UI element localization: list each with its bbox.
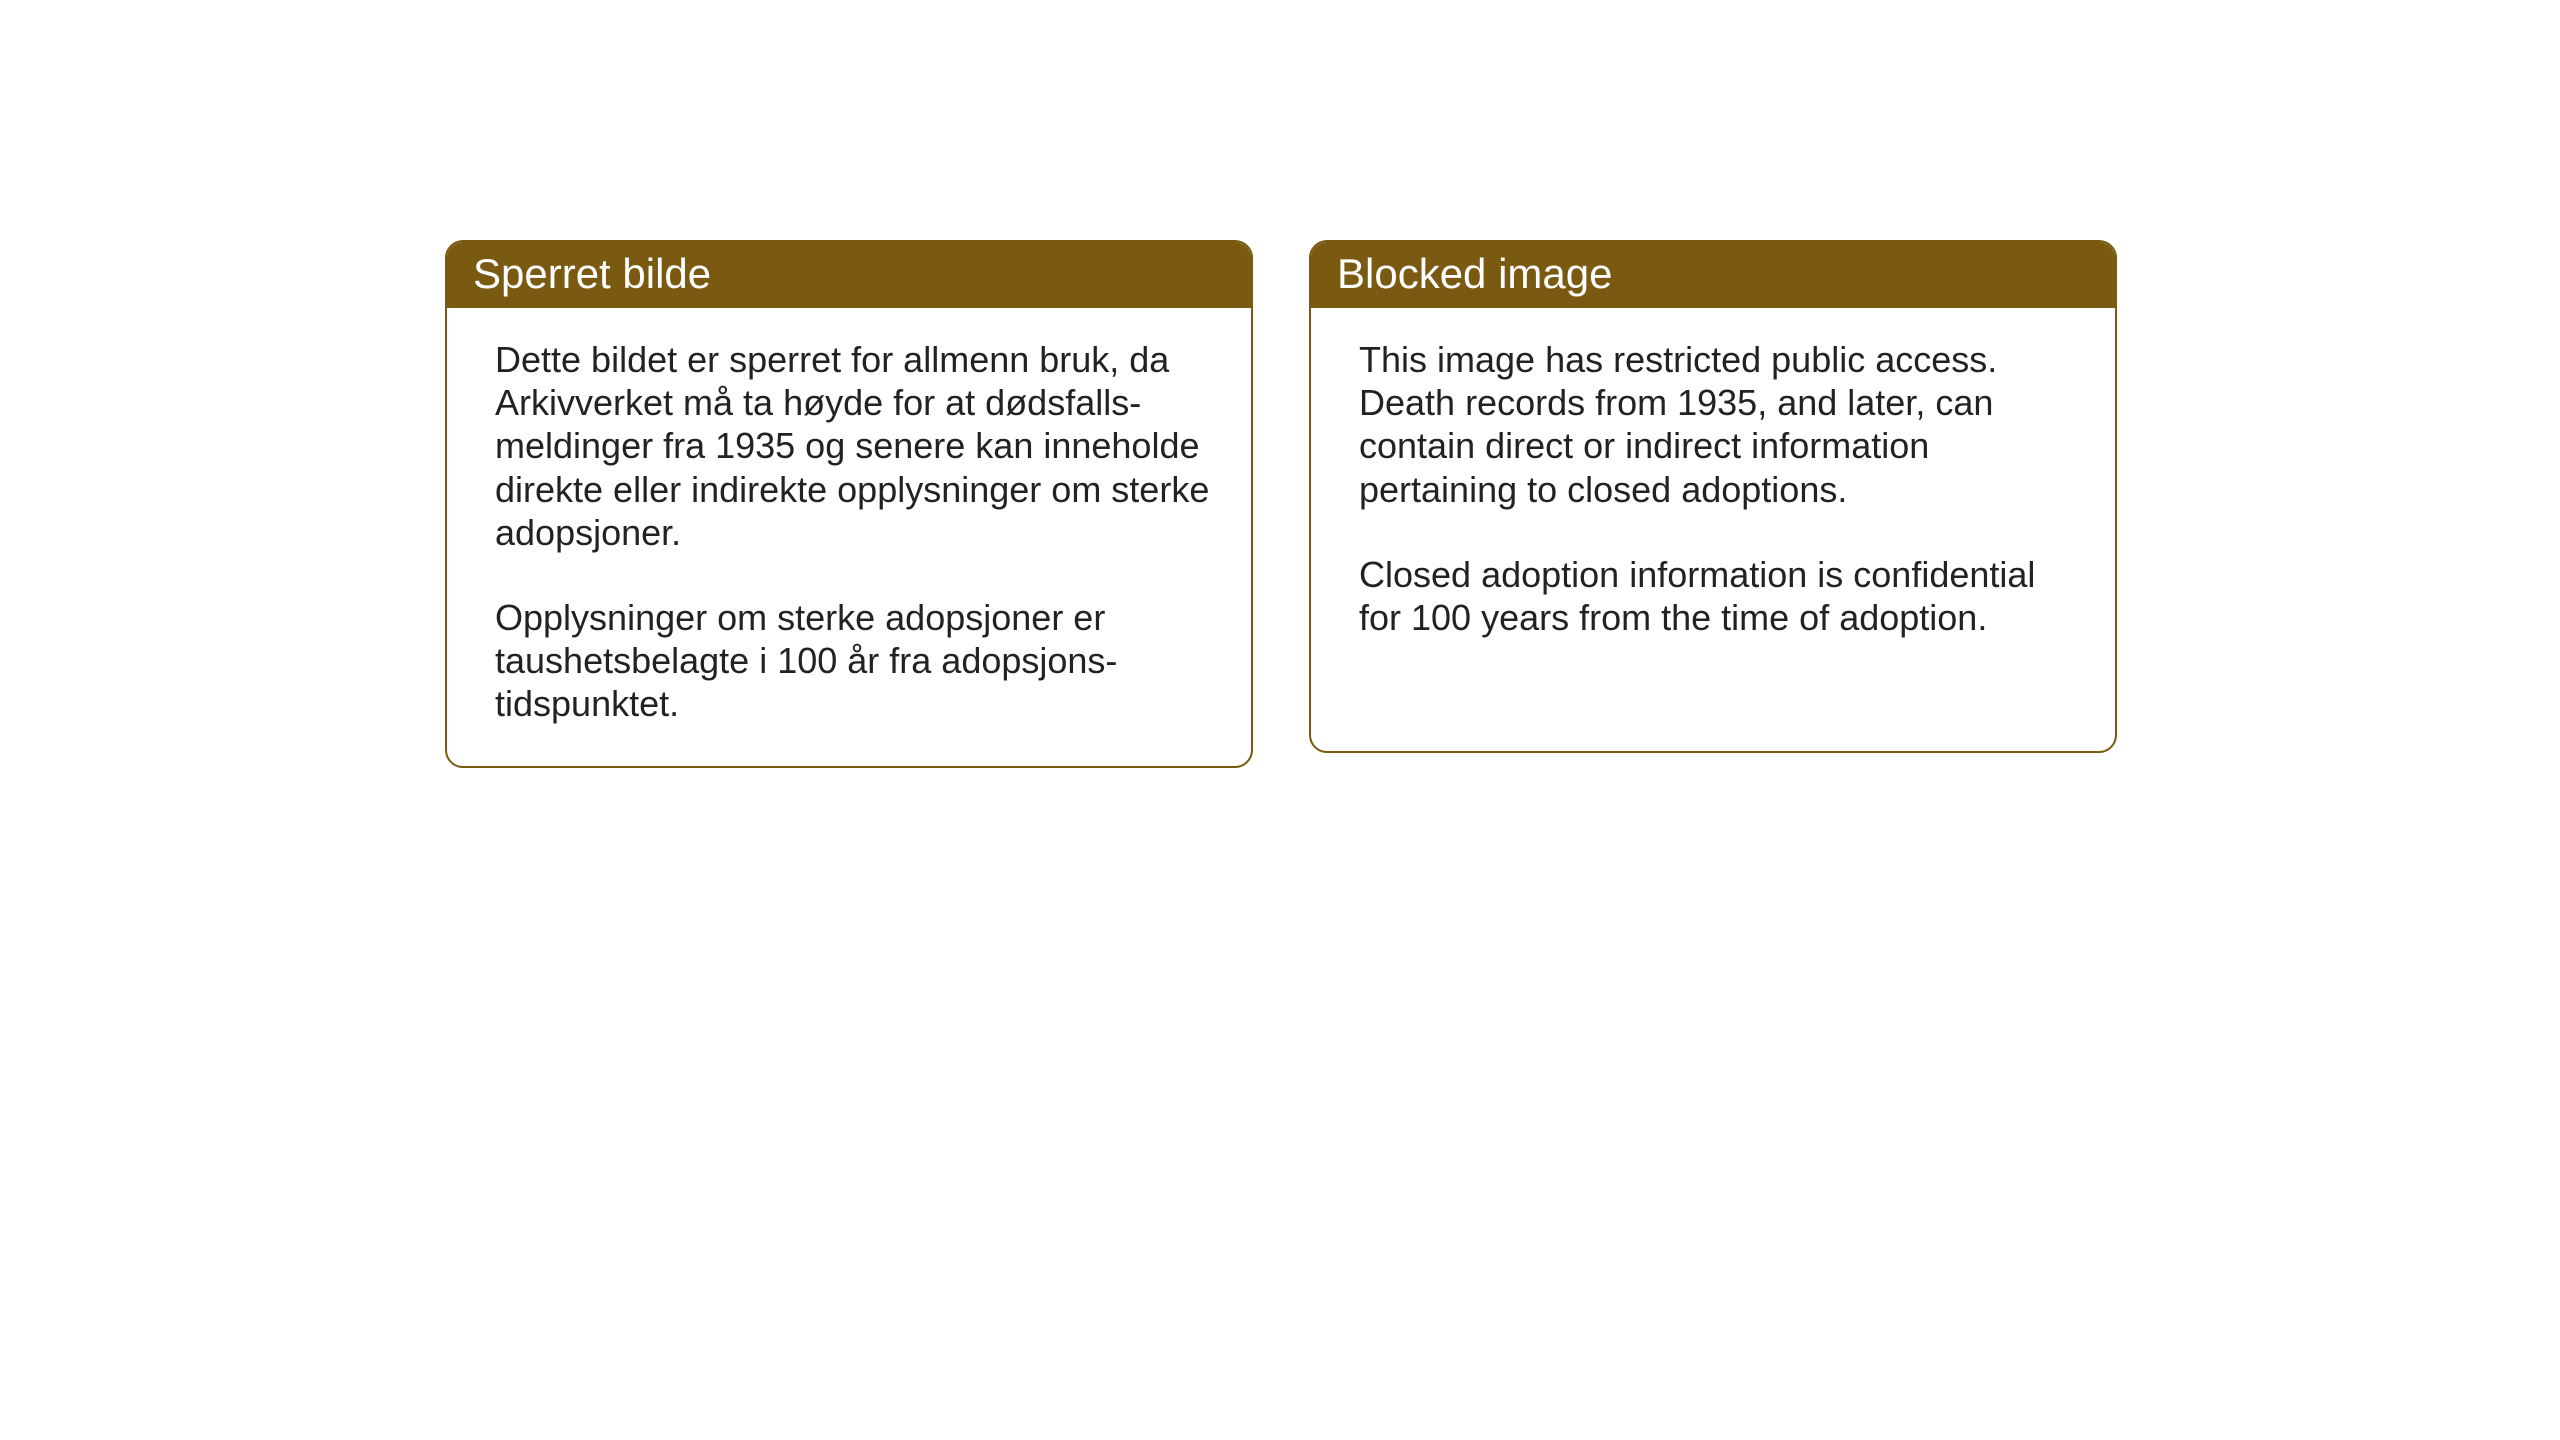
- notice-paragraph-1-norwegian: Dette bildet er sperret for allmenn bruk…: [495, 338, 1211, 554]
- notice-body-norwegian: Dette bildet er sperret for allmenn bruk…: [447, 308, 1251, 766]
- notice-container: Sperret bilde Dette bildet er sperret fo…: [445, 240, 2117, 768]
- notice-body-english: This image has restricted public access.…: [1311, 308, 2115, 679]
- notice-header-norwegian: Sperret bilde: [447, 242, 1251, 308]
- notice-card-norwegian: Sperret bilde Dette bildet er sperret fo…: [445, 240, 1253, 768]
- notice-paragraph-2-english: Closed adoption information is confident…: [1359, 553, 2075, 639]
- notice-card-english: Blocked image This image has restricted …: [1309, 240, 2117, 753]
- notice-paragraph-1-english: This image has restricted public access.…: [1359, 338, 2075, 511]
- notice-header-english: Blocked image: [1311, 242, 2115, 308]
- notice-paragraph-2-norwegian: Opplysninger om sterke adopsjoner er tau…: [495, 596, 1211, 726]
